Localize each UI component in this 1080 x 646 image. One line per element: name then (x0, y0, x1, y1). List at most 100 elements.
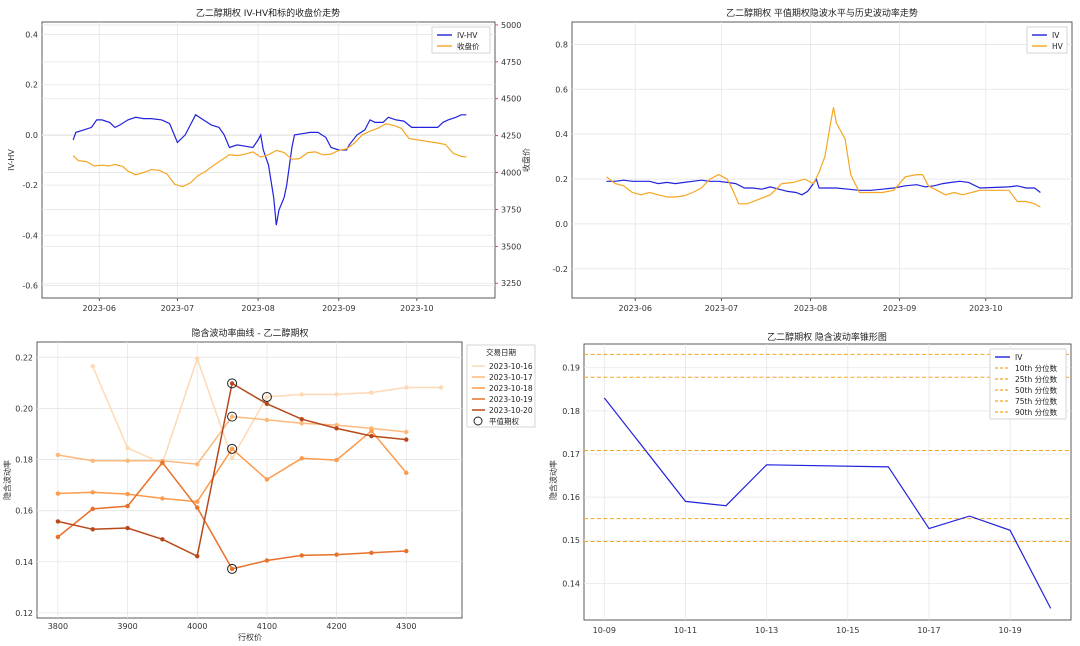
legend-label: 75th 分位数 (1015, 396, 1058, 406)
series-point (404, 437, 409, 442)
x-tick-label: 2023-09 (322, 304, 355, 313)
legend-label: 90th 分位数 (1015, 407, 1058, 417)
series-line-iv (606, 177, 1041, 196)
legend-label: IV-HV (457, 31, 478, 40)
x-tick-label: 2023-07 (705, 304, 738, 313)
series-point (404, 429, 409, 435)
plot-frame-3 (36, 341, 463, 619)
series-point (334, 422, 339, 428)
series-line-iv (603, 397, 1052, 609)
series-point (334, 457, 339, 463)
atm-marker (261, 391, 272, 402)
series-point (229, 446, 235, 452)
x-tick-label: 10-13 (755, 626, 778, 635)
series-point (160, 537, 165, 542)
series-point (125, 525, 130, 531)
panel-4-grid (584, 344, 1071, 620)
series-point (438, 385, 444, 390)
panel-2-grid (572, 22, 1072, 298)
panel-3-title: 隐含波动率曲线 - 乙二醇期权 (192, 327, 309, 339)
series-point (55, 534, 61, 540)
panel-2-legend: IV HV (1026, 26, 1068, 54)
panel-iv-smile: 隐含波动率曲线 - 乙二醇期权 行权价 隐含波动率 3800 3900 4000 41… (2, 327, 463, 642)
legend-frame (431, 26, 491, 54)
legend-label: HV (1052, 42, 1064, 51)
legend-label-atm: 平值期权 (489, 416, 519, 426)
series-point (299, 421, 304, 426)
panel-3-ticks: 3800 3900 4000 4100 4200 4300 0.12 0.14 0.16 0.18… (15, 353, 416, 631)
x-tick-label: 2023-10 (969, 304, 1002, 313)
series-point (195, 499, 200, 504)
panel-1-y2label: 收盘价 (521, 148, 531, 172)
legend-label: 2023-10-17 (489, 373, 533, 382)
legend-frame (466, 344, 536, 428)
series-point (264, 477, 270, 482)
legend-label: 2023-10-20 (489, 406, 533, 415)
panel-iv-hv-price: 乙二醇期权 IV-HV和标的收盘价走势 IV-HV 收盘价 2023-06 202… (7, 7, 531, 313)
x-tick-label: 10-09 (593, 626, 616, 635)
series-point (160, 496, 165, 501)
legend-frame (989, 348, 1067, 420)
panel-3-xlabel: 行权价 (238, 632, 262, 642)
series-point (229, 414, 235, 419)
x-tick-label: 2023-08 (794, 304, 827, 313)
legend-label: 25th 分位数 (1015, 374, 1058, 384)
panel-4-title: 乙二醇期权 隐含波动率锥形图 (767, 331, 887, 343)
atm-marker (227, 411, 238, 422)
x-tick-label: 10-17 (917, 626, 940, 635)
x-tick-label: 2023-08 (241, 304, 274, 313)
y-tick-label: 0.2 (555, 175, 568, 184)
y2-tick-label: 4750 (501, 58, 521, 67)
y-tick-label: 0.4 (555, 130, 568, 139)
y2-tick-label: 3750 (501, 205, 521, 214)
panel-iv-hv: 乙二醇期权 平值期权隐波水平与历史波动率走势 2023-06 2023-07 202… (552, 7, 1073, 313)
series-point (55, 519, 61, 524)
legend-label: 2023-10-16 (489, 362, 533, 371)
series-point (55, 491, 61, 496)
y2-tick-label: 5000 (501, 21, 521, 30)
atm-marker (227, 378, 238, 389)
legend-label: 收盘价 (457, 41, 480, 51)
series-point (160, 460, 165, 465)
series-point (90, 364, 95, 369)
y-tick-label: 0.16 (15, 507, 33, 516)
series-point (195, 461, 200, 467)
legend-label: 50th 分位数 (1015, 385, 1058, 395)
x-tick-label: 2023-07 (161, 304, 194, 313)
y-tick-label: -0.4 (22, 231, 38, 240)
y-tick-label: 0.12 (15, 609, 33, 618)
plot-frame-1 (41, 21, 496, 299)
atm-marker (227, 443, 238, 454)
x-tick-label: 3800 (48, 622, 68, 631)
series-point (90, 490, 95, 495)
y-tick-label: -0.2 (552, 265, 568, 274)
series-point (369, 550, 374, 556)
series-point (299, 456, 304, 461)
panel-1-series (72, 113, 467, 226)
panel-3-ylabel: 隐含波动率 (2, 460, 12, 500)
y-tick-label: 0.0 (25, 131, 38, 140)
y-tick-label: 0.15 (562, 536, 580, 545)
series-line-iv-hv (72, 113, 467, 226)
y-tick-label: -0.6 (22, 281, 38, 290)
panel-1-ylabel: IV-HV (7, 149, 16, 171)
series-point (90, 506, 95, 512)
x-tick-label: 3900 (117, 622, 137, 631)
series-point (229, 566, 235, 572)
series-point (299, 553, 304, 558)
plot-frame-2 (571, 21, 1073, 299)
y-tick-label: 0.0 (555, 220, 568, 229)
series-point (264, 558, 270, 563)
x-tick-label: 10-19 (999, 626, 1022, 635)
y2-tick-label: 3500 (501, 242, 521, 251)
legend-label: IV (1015, 353, 1023, 362)
series-point (55, 452, 61, 458)
x-tick-label: 2023-06 (618, 304, 651, 313)
y-tick-label: 0.16 (562, 493, 580, 502)
legend-frame (1026, 26, 1068, 54)
legend-label: 2023-10-18 (489, 384, 533, 393)
panel-2-series (606, 107, 1041, 208)
